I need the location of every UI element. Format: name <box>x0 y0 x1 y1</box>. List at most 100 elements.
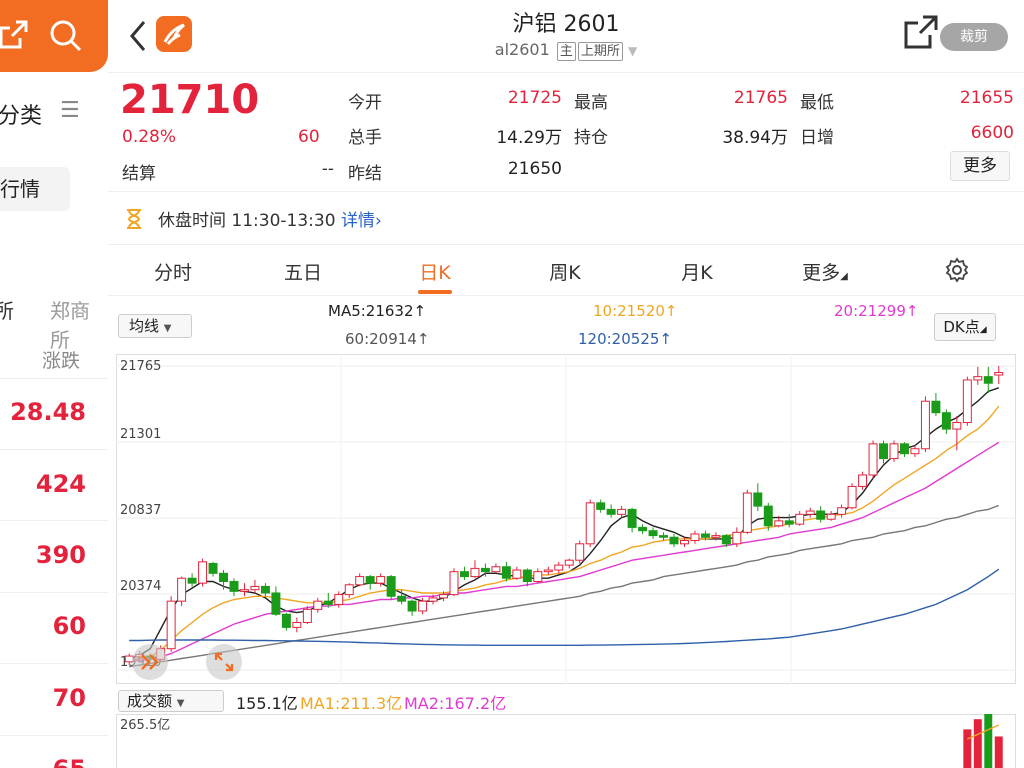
left-header-bar <box>0 0 108 72</box>
stat-value: 21765 <box>733 88 788 108</box>
volume-indicator-select[interactable]: 成交额 ▼ <box>118 690 224 712</box>
candle-body <box>250 585 260 591</box>
candle-body <box>889 443 899 460</box>
volume-ma2: MA2:167.2亿 <box>404 694 507 713</box>
volume-ma1: MA1:211.3亿 <box>300 694 403 713</box>
crop-button[interactable]: 裁剪 <box>940 23 1008 51</box>
settlement-value: -- <box>321 159 334 179</box>
tab-more[interactable]: 更多◢ <box>802 262 848 284</box>
candle-body <box>281 613 291 628</box>
candle-body <box>260 585 270 594</box>
candle-body <box>397 595 407 602</box>
candle-body <box>239 589 249 592</box>
exchange-tab[interactable]: 所 <box>0 299 14 323</box>
list-item-change[interactable]: 60 <box>52 612 86 640</box>
y-tick-label: 20837 <box>120 503 161 518</box>
candle-body <box>177 577 187 602</box>
list-item-change[interactable]: 70 <box>52 684 86 712</box>
ma-line-ma60 <box>129 504 1000 668</box>
tab-daily-k[interactable]: 日K <box>380 258 490 294</box>
stat-label: 日增 <box>800 128 834 148</box>
app-logo-icon <box>156 16 192 52</box>
contract-code: al2601 <box>494 40 550 59</box>
change-value: 60 <box>298 127 320 147</box>
candle-body <box>334 594 344 605</box>
scroll-left-button[interactable] <box>132 644 168 680</box>
ma-line-ma120 <box>129 568 1000 646</box>
candle-body <box>376 576 386 584</box>
candle-body <box>784 520 794 525</box>
menu-icon[interactable]: ☰ <box>60 98 80 123</box>
candle-body <box>271 592 281 615</box>
stat-value: 21725 <box>507 88 562 108</box>
list-item-change[interactable]: 65 <box>53 755 86 768</box>
candle-body <box>721 535 731 545</box>
exchange-tab-czce[interactable]: 郑商所 <box>50 299 90 352</box>
back-icon[interactable] <box>124 18 154 54</box>
candle-body <box>973 376 983 381</box>
tab-weekly-k[interactable]: 周K <box>549 262 581 284</box>
candle-body <box>501 566 511 579</box>
list-item-change[interactable]: 28.48 <box>10 398 86 426</box>
candlestick-chart[interactable]: 2176521301208372037419910 <box>116 354 1016 684</box>
ma20-readout: 20:21299↑ <box>834 302 919 320</box>
candle-body <box>386 576 396 597</box>
page-title: 沪铝 2601 <box>512 12 620 37</box>
more-button[interactable]: 更多 <box>950 151 1010 181</box>
stat-label: 最高 <box>574 93 608 113</box>
candle-body <box>187 577 197 584</box>
search-icon[interactable] <box>48 18 84 54</box>
ma10-readout: 10:21520↑ <box>593 302 678 320</box>
expand-icon <box>214 652 234 672</box>
candle-body <box>208 562 218 574</box>
notice-detail-link[interactable]: 详情› <box>340 211 382 231</box>
list-item-change[interactable]: 424 <box>35 470 86 498</box>
dk-point-button[interactable]: DK点◢ <box>934 313 996 341</box>
volume-bar <box>973 719 982 768</box>
candle-body <box>480 567 490 573</box>
candle-body <box>313 600 323 610</box>
volume-chart: 265.5亿 <box>116 714 1016 768</box>
tab-monthly-k[interactable]: 月K <box>681 262 713 284</box>
detail-panel: 沪铝 2601 al2601 主上期所 ▼ 裁剪 21710 0.28% 60 … <box>108 0 1024 768</box>
candle-body <box>899 443 909 455</box>
quote-panel: 21710 0.28% 60 结算 -- 今开 21725 最高 21765 最… <box>108 72 1024 192</box>
candle-body <box>564 559 574 566</box>
candle-body <box>229 581 239 592</box>
candle-body <box>994 372 1004 376</box>
volume-ma1-line <box>967 724 1000 740</box>
candle-body <box>459 571 469 578</box>
dropdown-icon[interactable]: ▼ <box>627 44 638 58</box>
indicator-select[interactable]: 均线 ▼ <box>118 314 192 338</box>
tab-intraday[interactable]: 分时 <box>153 262 192 284</box>
candle-body <box>774 520 784 527</box>
external-link-icon[interactable] <box>0 18 32 54</box>
list-item-change[interactable]: 390 <box>35 541 86 569</box>
settings-gear-icon[interactable] <box>944 257 970 283</box>
candle-body <box>920 400 930 450</box>
last-price: 21710 <box>120 77 260 123</box>
header: 沪铝 2601 al2601 主上期所 ▼ 裁剪 <box>108 0 1024 72</box>
share-icon[interactable] <box>903 14 939 50</box>
candle-body <box>795 513 805 525</box>
category-label[interactable]: 分类 <box>0 104 43 129</box>
candle-body <box>470 567 480 578</box>
candle-body <box>344 584 354 596</box>
quote-chip[interactable]: 行情 <box>0 167 70 211</box>
change-header: 涨跌 <box>42 350 81 372</box>
candle-body <box>711 535 721 538</box>
exchange-tag: 上期所 <box>577 42 623 61</box>
candle-body <box>805 510 815 515</box>
candle-body <box>533 571 543 583</box>
candle-body <box>816 510 826 520</box>
candle-body <box>638 526 648 532</box>
candle-body <box>323 600 333 605</box>
candle-body <box>753 492 763 507</box>
main-contract-tag: 主 <box>556 42 576 61</box>
candle-body <box>931 400 941 414</box>
fullscreen-button[interactable] <box>206 644 242 680</box>
stat-label: 今开 <box>348 93 382 113</box>
tab-five-day[interactable]: 五日 <box>283 262 322 284</box>
stat-label: 最低 <box>800 93 834 113</box>
candle-body <box>858 474 868 487</box>
